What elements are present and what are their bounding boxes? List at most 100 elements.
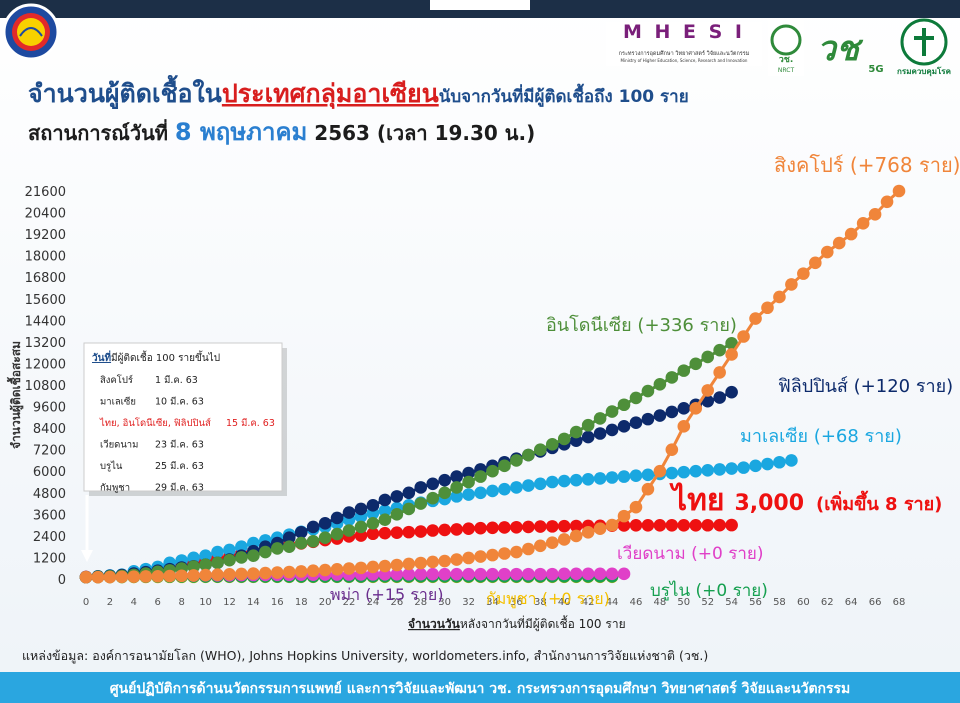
g5-text: 5G (868, 64, 883, 75)
data-point (378, 504, 392, 518)
data-point (474, 486, 487, 500)
data-point (557, 474, 571, 488)
data-point (199, 568, 212, 582)
asean-logo (2, 3, 60, 61)
inset-row-label: เวียดนาม (100, 439, 138, 451)
data-point (581, 418, 595, 432)
x-tick-label: 68 (893, 597, 906, 608)
data-point (79, 570, 93, 584)
data-point (641, 412, 655, 426)
data-point (438, 554, 451, 568)
inset-row-date: 25 มี.ค. 63 (155, 460, 204, 472)
data-point (390, 567, 404, 581)
inset-row-date: 10 มี.ค. 63 (155, 396, 204, 408)
vch-logo: วช 5G (817, 29, 884, 75)
data-point (414, 556, 428, 570)
x-tick-label: 22 (343, 597, 356, 608)
data-point (486, 464, 499, 478)
series-label: เวียดนาม (+0 ราย) (617, 544, 764, 564)
x-tick-label: 24 (367, 597, 380, 608)
data-point (557, 533, 571, 546)
data-point (797, 267, 810, 280)
y-tick-label: 14400 (25, 314, 66, 329)
data-point (617, 420, 631, 433)
data-point (342, 562, 356, 575)
data-point (330, 563, 344, 576)
data-point (438, 473, 451, 487)
inset-row-label: บรูไน (100, 460, 123, 472)
data-point (737, 461, 750, 474)
data-point (641, 384, 655, 398)
y-tick-label: 9600 (33, 401, 66, 416)
inset-row-date: 15 มี.ค. 63 (226, 417, 275, 429)
x-tick-label: 38 (534, 597, 547, 608)
data-point (306, 520, 320, 534)
data-point (569, 425, 583, 439)
data-point (629, 500, 643, 514)
data-point (545, 536, 559, 550)
series-label: กัมพูชา (+0 ราย) (486, 589, 610, 609)
data-point (605, 423, 619, 437)
data-point (581, 525, 595, 539)
data-point (569, 567, 583, 581)
series-label: บรูไน (+0 ราย) (650, 580, 768, 601)
data-point (761, 301, 774, 315)
title-part: จำนวนผู้ติดเชื้อใน (28, 74, 222, 110)
footer-bar (0, 672, 960, 703)
data-point (569, 473, 583, 487)
data-point (270, 566, 284, 579)
data-point (462, 522, 475, 536)
data-point (581, 430, 595, 444)
x-tick-label: 42 (582, 597, 595, 608)
x-axis-label-part: จำนวนวัน (408, 617, 461, 631)
data-point (773, 455, 786, 469)
series-label-name: มาเลเซีย (+68 ราย) (740, 426, 902, 447)
x-tick-label: 12 (223, 597, 236, 608)
x-tick-label: 14 (247, 597, 260, 608)
data-point (629, 416, 643, 430)
series-label-value: 3,000 (734, 491, 804, 516)
data-point (617, 470, 631, 483)
data-point (605, 567, 619, 581)
data-point (629, 391, 643, 405)
data-point (294, 565, 308, 578)
data-point (187, 560, 200, 573)
data-point (844, 227, 858, 241)
data-point (534, 520, 547, 533)
data-point (605, 405, 619, 418)
data-point (247, 549, 260, 562)
data-point (605, 471, 619, 484)
data-point (522, 448, 535, 462)
data-point (450, 470, 463, 483)
data-point (438, 523, 451, 537)
y-tick-label: 4800 (33, 487, 66, 502)
data-point (581, 473, 595, 486)
data-point (366, 527, 380, 541)
data-point (820, 245, 834, 259)
data-point (629, 518, 643, 532)
data-point (235, 567, 248, 581)
data-point (701, 384, 715, 397)
data-point (498, 482, 511, 496)
data-point (366, 499, 380, 512)
data-point (689, 402, 703, 415)
data-point (617, 509, 631, 523)
footer-text: ศูนย์ปฏิบัติการด้านนวัตกรรมการแพทย์ และก… (110, 680, 851, 697)
data-point (462, 488, 475, 501)
data-point (402, 486, 416, 500)
data-point (306, 534, 320, 548)
data-point (749, 312, 762, 325)
data-point (259, 545, 272, 559)
data-point (653, 377, 667, 391)
data-point (414, 481, 428, 494)
data-point (450, 490, 463, 503)
x-tick-label: 10 (199, 597, 212, 608)
data-point (510, 454, 523, 467)
x-tick-label: 32 (462, 597, 475, 608)
data-point (725, 385, 738, 399)
data-point (713, 343, 726, 357)
data-point (665, 405, 679, 419)
data-point (330, 511, 344, 525)
inset-row-label: มาเลเซีย (100, 396, 136, 408)
data-point (462, 551, 475, 565)
